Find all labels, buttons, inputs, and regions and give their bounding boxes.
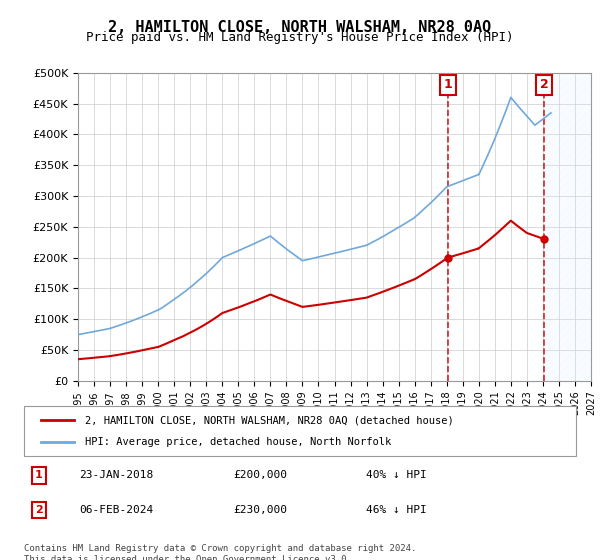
Text: HPI: Average price, detached house, North Norfolk: HPI: Average price, detached house, Nort… (85, 437, 391, 447)
Text: 1: 1 (443, 78, 452, 91)
Text: 40% ↓ HPI: 40% ↓ HPI (366, 470, 427, 480)
Text: £230,000: £230,000 (234, 505, 288, 515)
Text: Contains HM Land Registry data © Crown copyright and database right 2024.
This d: Contains HM Land Registry data © Crown c… (24, 544, 416, 560)
Text: 2: 2 (35, 505, 43, 515)
Text: 2: 2 (540, 78, 549, 91)
Text: 2, HAMILTON CLOSE, NORTH WALSHAM, NR28 0AQ: 2, HAMILTON CLOSE, NORTH WALSHAM, NR28 0… (109, 20, 491, 35)
FancyBboxPatch shape (24, 406, 576, 456)
Bar (544, 73, 591, 381)
Text: Price paid vs. HM Land Registry's House Price Index (HPI): Price paid vs. HM Land Registry's House … (86, 31, 514, 44)
Text: 46% ↓ HPI: 46% ↓ HPI (366, 505, 427, 515)
Text: 1: 1 (35, 470, 43, 480)
Text: 2, HAMILTON CLOSE, NORTH WALSHAM, NR28 0AQ (detached house): 2, HAMILTON CLOSE, NORTH WALSHAM, NR28 0… (85, 415, 454, 425)
Text: £200,000: £200,000 (234, 470, 288, 480)
Text: 23-JAN-2018: 23-JAN-2018 (79, 470, 154, 480)
Text: 06-FEB-2024: 06-FEB-2024 (79, 505, 154, 515)
